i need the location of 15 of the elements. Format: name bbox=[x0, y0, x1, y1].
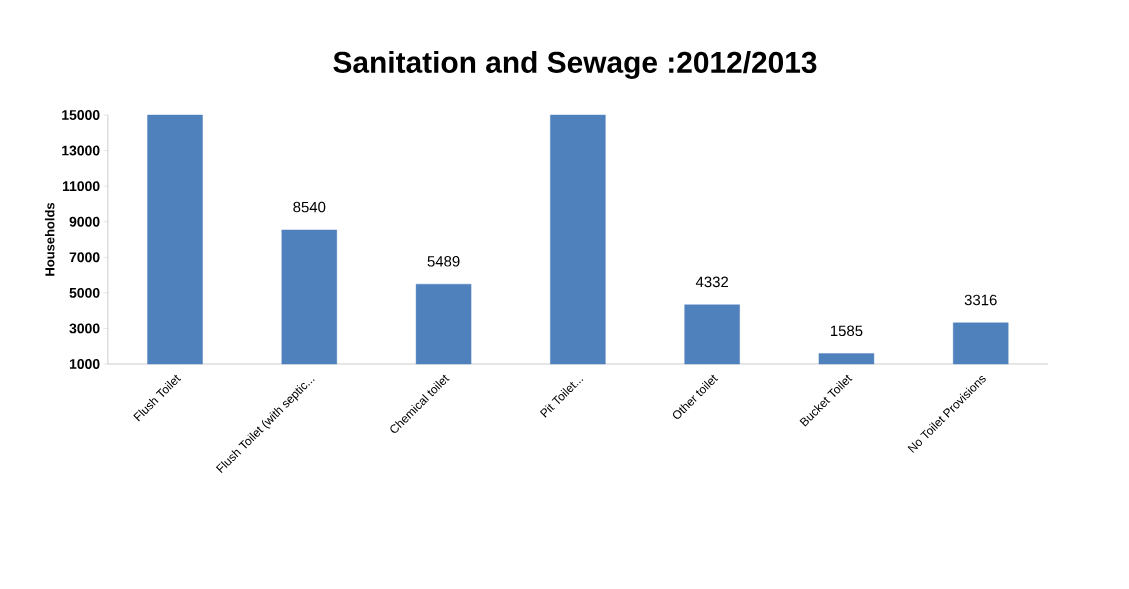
data-label: 4332 bbox=[695, 276, 729, 288]
data-label: 8540 bbox=[293, 201, 326, 213]
y-axis-title: Households bbox=[44, 202, 55, 276]
chart-title: Sanitation and Sewage :2012/2013 bbox=[333, 50, 817, 79]
y-tick-label: 15000 bbox=[62, 110, 100, 120]
y-tick-label: 1000 bbox=[69, 359, 100, 369]
y-tick-label: 7000 bbox=[69, 252, 100, 263]
y-tick-label: 11000 bbox=[62, 181, 100, 192]
y-tick-label: 13000 bbox=[62, 145, 100, 156]
y-tick-label: 3000 bbox=[69, 323, 100, 334]
data-label: 1585 bbox=[830, 325, 863, 337]
y-tick-label: 9000 bbox=[69, 216, 100, 227]
data-label: 3316 bbox=[964, 294, 997, 306]
y-tick-label: 5000 bbox=[69, 287, 100, 298]
data-label: 5489 bbox=[427, 256, 460, 267]
